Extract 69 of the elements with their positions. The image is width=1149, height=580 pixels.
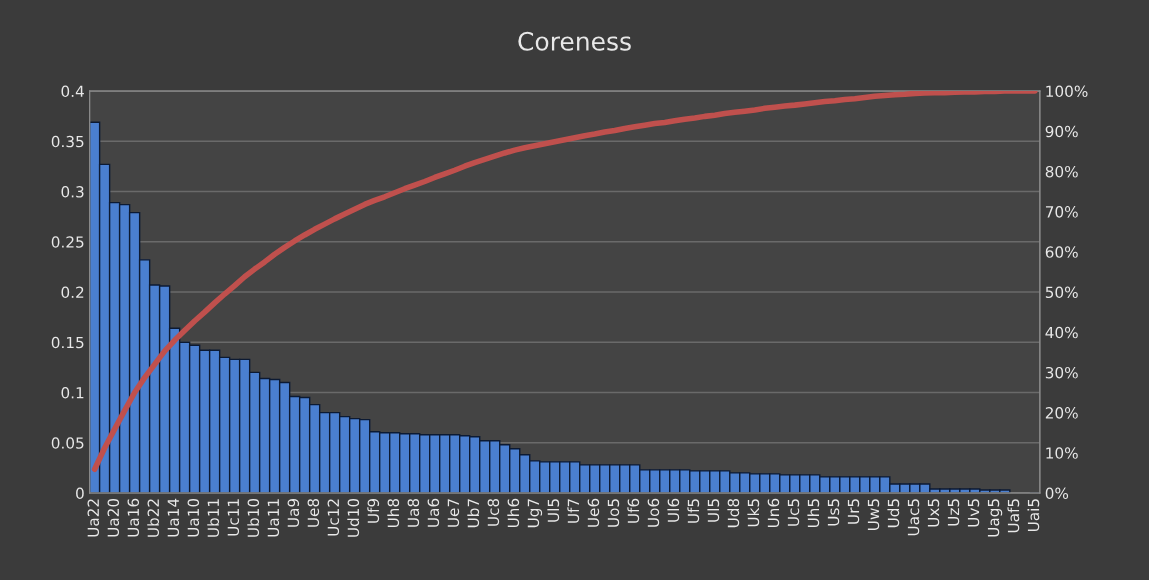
x-tick-label: Ua22 <box>87 499 100 537</box>
y-tick-label: 0.15 <box>51 336 84 349</box>
x-tick-label: Uc12 <box>327 499 340 536</box>
x-tick-label: Un6 <box>767 498 780 528</box>
x-tick-label: Ua16 <box>127 498 140 537</box>
x-tick-label: Ua10 <box>187 498 200 537</box>
x-tick-label: Uh8 <box>387 498 400 528</box>
x-tick-label: Uh6 <box>507 498 520 528</box>
x-tick-label: Ud8 <box>727 498 740 528</box>
x-tick-label: Ud10 <box>347 498 360 537</box>
x-tick-label: Ue8 <box>307 498 320 527</box>
x-tick-label: Ua9 <box>287 498 300 527</box>
x-tick-label: Ua20 <box>107 498 120 537</box>
x-tick-label: Uac5 <box>907 499 920 536</box>
x-tick-label: Ub11 <box>207 499 220 537</box>
chart-title: Coreness <box>518 31 631 51</box>
x-tick-label: Uw5 <box>867 499 880 530</box>
y2-tick-label: 30% <box>1045 366 1078 379</box>
y2-tick-label: 40% <box>1045 326 1078 339</box>
x-tick-label: Ue6 <box>587 498 600 527</box>
y2-tick-label: 90% <box>1045 125 1078 138</box>
y2-tick-label: 60% <box>1045 246 1078 258</box>
x-tick-label: Ud5 <box>887 499 900 528</box>
y2-tick-label: 20% <box>1045 407 1078 419</box>
x-tick-label: Uag5 <box>987 499 1003 537</box>
x-tick-label: Ua14 <box>167 498 180 537</box>
x-tick-label: Uc11 <box>227 499 240 536</box>
x-tick-label: Uaf5 <box>1007 499 1020 533</box>
x-tick-label: Uc8 <box>487 498 500 526</box>
y2-tick-label: 10% <box>1046 447 1078 459</box>
y2-tick-label: 50% <box>1045 286 1078 299</box>
y2-tick-label: 80% <box>1045 165 1078 178</box>
y-tick-label: 0.2 <box>61 286 84 299</box>
x-tick-label: Uh5 <box>807 499 820 528</box>
x-tick-label: Ux5 <box>927 499 940 527</box>
y2-tick-label: 100% <box>1046 85 1088 98</box>
x-tick-label: Ua6 <box>427 498 440 527</box>
x-tick-label: Uf5 <box>687 499 700 523</box>
x-tick-label: Ul5 <box>707 499 720 522</box>
x-tick-label: Uc5 <box>787 499 800 526</box>
x-tick-label: Ub22 <box>147 499 160 537</box>
y-tick-label: 0.05 <box>51 437 84 449</box>
x-tick-label: Ul6 <box>667 498 680 522</box>
x-tick-label: Ul5 <box>547 499 560 522</box>
x-tick-label: Ub7 <box>467 499 480 528</box>
x-tick-label: Ua11 <box>267 499 280 537</box>
x-tick-label: Ub10 <box>247 498 260 537</box>
x-tick-label: Us5 <box>827 499 840 526</box>
x-tick-label: Uf7 <box>567 499 580 523</box>
y2-tick-label: 0% <box>1045 487 1069 500</box>
y-tick-label: 0.25 <box>51 236 84 248</box>
x-tick-label: Uai5 <box>1027 499 1040 532</box>
y2-tick-label: 70% <box>1045 206 1078 218</box>
x-tick-label: Uo5 <box>607 499 620 527</box>
x-tick-label: Uv5 <box>967 499 980 527</box>
x-tick-label: Ua8 <box>407 498 420 527</box>
x-tick-label: Ur5 <box>847 499 860 524</box>
x-tick-label: Ug7 <box>527 499 543 528</box>
y-tick-label: 0.1 <box>61 386 84 399</box>
x-tick-label: Uo6 <box>647 498 660 527</box>
y-tick-label: 0.35 <box>51 135 84 148</box>
y-tick-label: 0.4 <box>61 85 84 98</box>
x-tick-label: Uf9 <box>367 498 380 523</box>
y-tick-label: 0 <box>76 487 84 500</box>
x-tick-label: Uz5 <box>947 499 960 526</box>
x-tick-label: Ue7 <box>447 499 460 527</box>
x-tick-label: Uf6 <box>627 498 640 523</box>
x-tick-label: Uk5 <box>747 499 760 527</box>
y-tick-label: 0.3 <box>61 186 84 198</box>
